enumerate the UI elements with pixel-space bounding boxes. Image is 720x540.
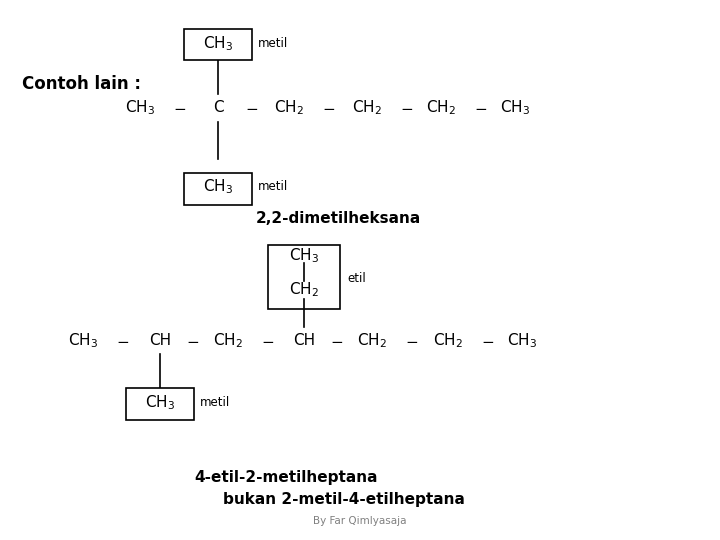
Text: metil: metil — [258, 37, 288, 50]
Text: CH$_3$: CH$_3$ — [500, 99, 530, 117]
Text: $-$: $-$ — [474, 100, 487, 116]
Text: CH$_2$: CH$_2$ — [357, 331, 387, 349]
Text: CH$_3$: CH$_3$ — [145, 393, 175, 411]
Text: CH$_3$: CH$_3$ — [289, 246, 319, 265]
Text: $-$: $-$ — [261, 333, 274, 348]
Text: CH$_3$: CH$_3$ — [125, 99, 156, 117]
FancyBboxPatch shape — [184, 29, 252, 60]
Text: C: C — [213, 100, 223, 116]
Text: metil: metil — [258, 180, 288, 193]
Text: etil: etil — [347, 272, 366, 285]
Text: CH: CH — [293, 333, 315, 348]
FancyBboxPatch shape — [184, 173, 252, 205]
Text: $-$: $-$ — [174, 100, 186, 116]
Text: CH$_3$: CH$_3$ — [203, 177, 233, 195]
Text: CH$_3$: CH$_3$ — [68, 331, 98, 349]
Text: $-$: $-$ — [323, 100, 336, 116]
Text: CH$_3$: CH$_3$ — [203, 34, 233, 52]
Text: By Far Qimlyasaja: By Far Qimlyasaja — [313, 516, 407, 526]
FancyBboxPatch shape — [126, 388, 194, 420]
Text: CH$_2$: CH$_2$ — [426, 99, 456, 117]
Text: $-$: $-$ — [405, 333, 418, 348]
Text: CH$_2$: CH$_2$ — [274, 99, 305, 117]
Text: $-$: $-$ — [481, 333, 494, 348]
Text: CH$_2$: CH$_2$ — [289, 281, 319, 299]
Text: CH$_2$: CH$_2$ — [433, 331, 463, 349]
Text: $-$: $-$ — [400, 100, 413, 116]
Text: $-$: $-$ — [186, 333, 199, 348]
Text: CH$_2$: CH$_2$ — [351, 99, 382, 117]
Text: 4-etil-2-metilheptana: 4-etil-2-metilheptana — [194, 470, 378, 485]
Text: $-$: $-$ — [116, 333, 129, 348]
Text: CH: CH — [149, 333, 171, 348]
FancyBboxPatch shape — [268, 245, 340, 309]
Text: CH$_3$: CH$_3$ — [507, 331, 537, 349]
Text: bukan 2-metil-4-etilheptana: bukan 2-metil-4-etilheptana — [223, 492, 465, 507]
Text: $-$: $-$ — [330, 333, 343, 348]
Text: Contoh lain :: Contoh lain : — [22, 75, 140, 93]
Text: CH$_2$: CH$_2$ — [213, 331, 243, 349]
Text: 2,2-dimetilheksana: 2,2-dimetilheksana — [256, 211, 421, 226]
Text: $-$: $-$ — [246, 100, 258, 116]
Text: metil: metil — [199, 396, 230, 409]
